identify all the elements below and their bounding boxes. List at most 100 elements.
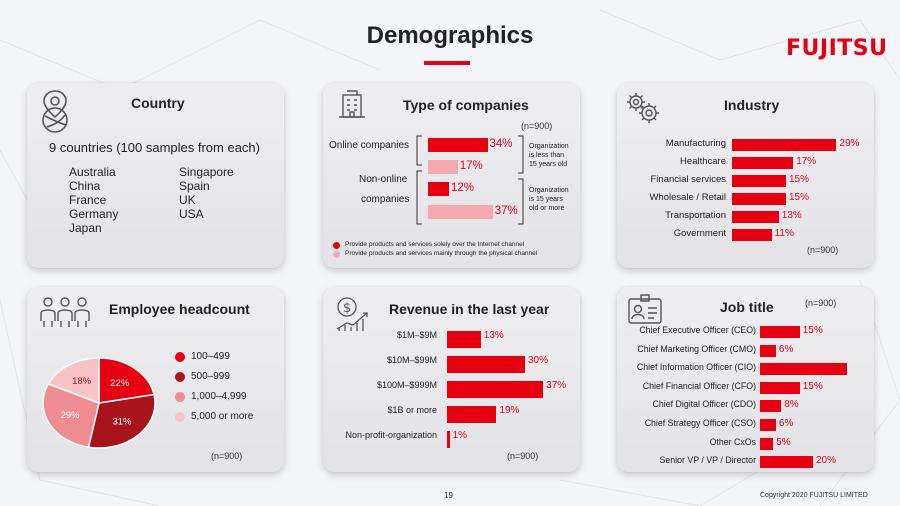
country-headline: 9 countries (100 samples from each) — [49, 140, 260, 155]
bar — [732, 157, 794, 169]
pie-slice — [42, 382, 100, 449]
bar-value: 15% — [789, 192, 810, 203]
bar-label: Chief Financial Officer (CFO) — [642, 380, 756, 391]
bar-label: Healthcare — [680, 156, 726, 167]
country-item: Australia — [69, 165, 116, 179]
country-title: Country — [131, 95, 185, 111]
bar-value: 34% — [489, 138, 513, 150]
page-number: 19 — [444, 491, 453, 500]
bar-label: Chief Digital Officer (CDO) — [652, 399, 756, 410]
bar-value: 30% — [528, 355, 549, 366]
pie-slice — [87, 393, 156, 449]
bar — [732, 229, 772, 241]
headcount-n: (n=900) — [211, 451, 243, 461]
note-old-3: old or more — [529, 205, 565, 212]
bar-value: 19% — [499, 405, 520, 416]
bar-value: 12% — [451, 182, 475, 194]
companies-card: Type of companies (n=900) Online compani… — [323, 83, 580, 268]
bar — [428, 182, 449, 196]
bar — [428, 160, 458, 174]
bracket-left — [416, 135, 422, 225]
nononline-label-2: companies — [361, 194, 410, 205]
country-item: Singapore — [179, 165, 234, 179]
bar — [760, 363, 848, 376]
legend-dot — [175, 352, 185, 362]
people-icon — [40, 297, 90, 327]
bar-value: 15% — [789, 174, 810, 185]
id-badge-icon — [628, 294, 662, 324]
bar — [447, 431, 450, 448]
legend-label: 500–999 — [191, 371, 230, 382]
legend-label: 100–499 — [191, 351, 230, 362]
bar-value: 8% — [784, 399, 799, 411]
bar — [760, 400, 782, 413]
bar-value: 37% — [494, 205, 518, 217]
note-young-1: Organization — [529, 143, 569, 150]
bar-value: 29% — [839, 138, 860, 149]
bar — [447, 356, 525, 373]
pie-label: 29% — [61, 410, 81, 421]
bar-value: 37% — [546, 380, 567, 391]
bar-value: 17% — [796, 156, 817, 167]
companies-title: Type of companies — [403, 97, 529, 113]
bar — [760, 326, 800, 338]
bar — [760, 419, 776, 431]
country-item: Japan — [69, 221, 102, 235]
bar-value: 20% — [816, 455, 837, 467]
companies-n: (n=900) — [521, 121, 553, 131]
headcount-title: Employee headcount — [109, 301, 250, 317]
industry-title: Industry — [724, 97, 780, 113]
bar — [447, 381, 544, 398]
pie-label: 31% — [112, 417, 132, 428]
bar-label: Wholesale / Retail — [649, 192, 726, 203]
bar — [732, 139, 837, 151]
online-label: Online companies — [329, 140, 410, 151]
bar — [428, 205, 493, 219]
revenue-n: (n=900) — [507, 451, 539, 461]
country-item: USA — [179, 207, 204, 221]
bar-label: Transportation — [665, 210, 726, 221]
bar-label: Manufacturing — [665, 138, 726, 149]
bar-label: Financial services — [650, 174, 727, 185]
headcount-card: Employee headcount 22% 31% 29% 18% 100–499 5… — [27, 287, 284, 472]
note-old-1: Organization — [529, 187, 569, 194]
bar-value: 17% — [459, 160, 483, 172]
note-old-2: is 15 years — [529, 196, 563, 203]
jobtitle-n: (n=900) — [805, 298, 837, 308]
note-young-2: is less than — [529, 152, 565, 159]
legend-dot-physical — [333, 251, 340, 258]
pie-slice — [98, 357, 155, 404]
bar-label: Chief Information Officer (CIO) — [636, 362, 756, 373]
title-underline — [424, 61, 470, 65]
money-growth-icon: $ — [336, 297, 368, 331]
legend-online: Provide products and services solely ove… — [345, 241, 525, 248]
bar — [760, 456, 813, 469]
legend-label: 5,000 or more — [191, 411, 254, 422]
bar — [760, 437, 774, 450]
bar-value: 15% — [802, 380, 823, 392]
bar — [732, 193, 786, 205]
bar-value: 5% — [776, 436, 791, 448]
svg-text:$: $ — [343, 301, 351, 316]
bar — [760, 344, 776, 357]
bar-label: Non-profit-organization — [345, 430, 437, 440]
bar-value: 11% — [774, 228, 794, 239]
jobtitle-title: Job title — [720, 299, 774, 315]
bracket-right — [518, 135, 524, 225]
country-right-list: Singapore Spain UK USA — [179, 165, 234, 221]
bar-label: Senior VP / VP / Director — [659, 455, 756, 466]
bar-label: $100M–$999M — [376, 380, 437, 390]
bar — [732, 211, 779, 223]
note-young-3: 15 years old — [529, 161, 568, 168]
industry-card: Industry Manufacturing 29% Healthcare 17% Fi… — [617, 83, 874, 268]
legend-dot-online — [333, 242, 340, 249]
pie-slice — [47, 357, 100, 405]
country-left-list: Australia China France Germany Japan — [69, 165, 118, 235]
bar-label: $1M–$9M — [396, 330, 437, 340]
bar-label: Government — [673, 228, 726, 239]
legend-dot — [175, 392, 185, 402]
bar-value: 6% — [778, 343, 794, 355]
country-card: Country 9 countries (100 samples from ea… — [27, 83, 284, 268]
country-item: China — [69, 179, 101, 193]
revenue-title: Revenue in the last year — [389, 301, 550, 317]
